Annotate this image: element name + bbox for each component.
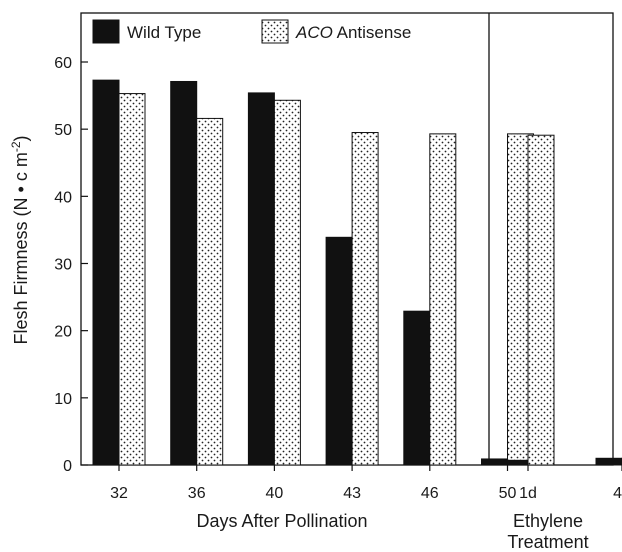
legend-swatch-wild-type bbox=[92, 19, 120, 44]
y-tick-label: 20 bbox=[54, 324, 72, 341]
x-axis-title-ethylene-line1: Ethylene bbox=[513, 511, 583, 531]
y-axis-title-main: Flesh Firmness (N • c m bbox=[11, 152, 31, 344]
bar-wild-type-32 bbox=[92, 79, 120, 466]
x-axis-title-days: Days After Pollination bbox=[196, 511, 367, 531]
bar-aco-antisense-43 bbox=[351, 132, 379, 466]
bar-aco-antisense-32 bbox=[118, 93, 146, 466]
y-axis-title-close: ) bbox=[11, 136, 31, 142]
bar-wild-type-36 bbox=[170, 80, 198, 466]
y-axis-title-sup: -2 bbox=[9, 141, 23, 152]
x-tick-label-40: 40 bbox=[266, 485, 284, 502]
bar-aco-antisense-1d bbox=[527, 134, 555, 466]
legend: Wild Type ACO Antisense bbox=[92, 19, 411, 44]
bar-wild-type-1d bbox=[501, 459, 529, 466]
legend-label-aco-italic: ACO bbox=[295, 23, 333, 42]
legend-swatch-aco-antisense bbox=[261, 19, 289, 44]
x-tick-label-36: 36 bbox=[188, 485, 206, 502]
x-tick-label-46: 46 bbox=[421, 485, 439, 502]
bar-wild-type-46 bbox=[403, 310, 431, 466]
legend-label-aco-rest: Antisense bbox=[333, 23, 411, 42]
bar-wild-type-43 bbox=[325, 236, 353, 466]
bar-aco-antisense-36 bbox=[196, 117, 224, 466]
bars-layer bbox=[92, 79, 622, 466]
x-tick-label-1d: 1d bbox=[519, 485, 537, 502]
bar-wild-type-40 bbox=[247, 92, 275, 466]
bar-aco-antisense-46 bbox=[429, 133, 457, 466]
x-axis-title-ethylene-line2: Treatment bbox=[507, 532, 588, 552]
y-tick-label: 10 bbox=[54, 391, 72, 408]
legend-label-aco-antisense: ACO Antisense bbox=[295, 23, 411, 42]
bar-aco-antisense-40 bbox=[273, 99, 301, 466]
x-tick-label-43: 43 bbox=[343, 485, 361, 502]
y-axis: 0 10 20 30 40 50 60 bbox=[54, 55, 88, 475]
y-axis-title: Flesh Firmness (N • c m-2) bbox=[9, 136, 31, 345]
y-tick-label: 0 bbox=[63, 458, 72, 475]
y-tick-label: 60 bbox=[54, 55, 72, 72]
y-tick-label: 40 bbox=[54, 189, 72, 206]
x-tick-label-4d: 4d bbox=[613, 485, 622, 502]
y-tick-label: 30 bbox=[54, 257, 72, 274]
y-tick-label: 50 bbox=[54, 122, 72, 139]
bar-wild-type-4d bbox=[595, 457, 622, 466]
legend-label-wild-type: Wild Type bbox=[127, 23, 201, 42]
x-tick-label-32: 32 bbox=[110, 485, 128, 502]
x-tick-label-50: 50 bbox=[499, 485, 517, 502]
